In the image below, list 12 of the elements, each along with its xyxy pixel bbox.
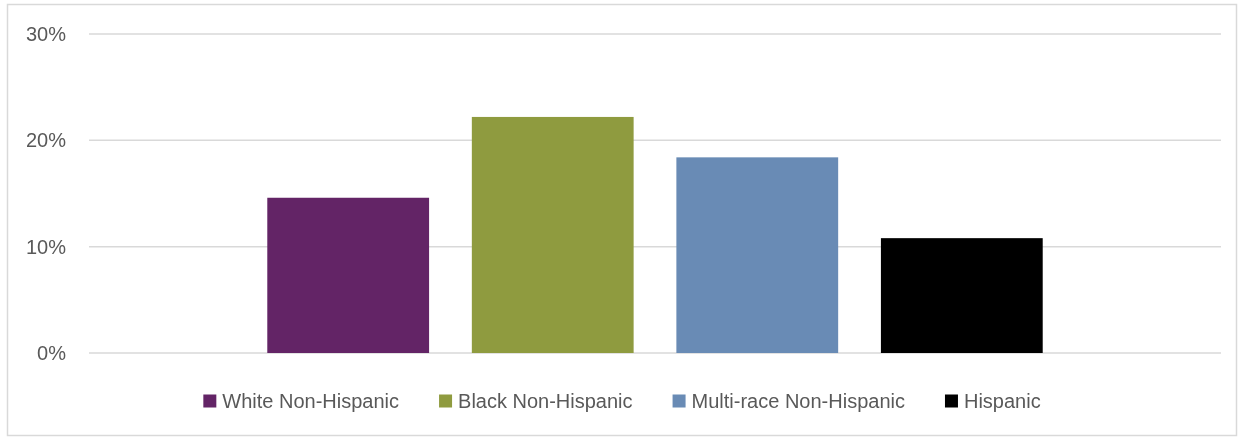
bar bbox=[471, 116, 634, 353]
legend-label: Hispanic bbox=[963, 390, 1041, 412]
y-tick-label: 30% bbox=[25, 23, 67, 45]
legend-label: Black Non-Hispanic bbox=[458, 390, 633, 412]
legend-label: White Non-Hispanic bbox=[222, 390, 400, 412]
bar bbox=[676, 157, 839, 353]
y-tick-label: 20% bbox=[25, 129, 67, 152]
y-tick-label: 0% bbox=[37, 342, 67, 364]
legend-label: Multi-race Non-Hispanic bbox=[691, 390, 905, 412]
y-tick-label: 10% bbox=[25, 235, 67, 258]
bar bbox=[267, 197, 430, 353]
bar bbox=[880, 238, 1043, 353]
